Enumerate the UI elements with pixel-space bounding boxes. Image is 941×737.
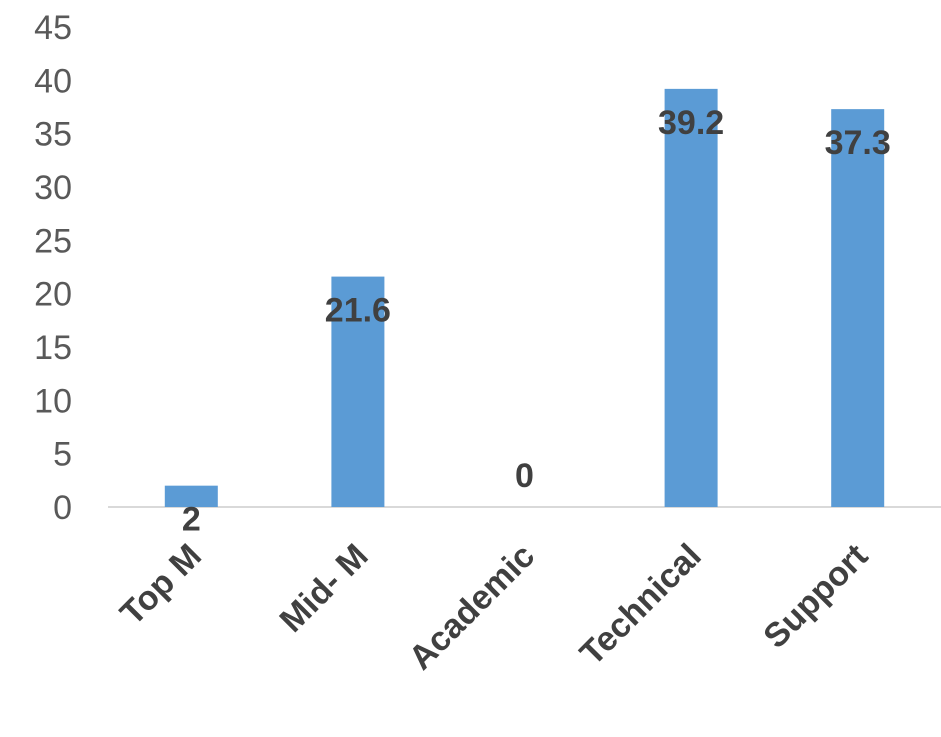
data-label: 2 [182, 501, 201, 539]
bar [664, 88, 718, 507]
x-tick-label: Technical [573, 537, 709, 673]
x-tick-label: Academic [402, 537, 542, 677]
x-axis-ticks: Top M Mid- M Academic Technical Support [113, 537, 875, 677]
y-tick-label: 25 [34, 222, 72, 260]
y-tick-label: 35 [34, 116, 72, 154]
y-tick-label: 45 [34, 9, 72, 47]
y-tick-label: 30 [34, 169, 72, 207]
y-tick-label: 40 [34, 62, 72, 100]
data-label: 21.6 [325, 292, 391, 330]
x-tick-label: Top M [113, 537, 209, 633]
y-tick-label: 5 [53, 436, 72, 474]
y-tick-label: 15 [34, 329, 72, 367]
data-label: 37.3 [825, 124, 891, 162]
x-tick-label: Mid- M [273, 537, 376, 640]
data-labels: 2 21.6 0 39.2 37.3 [182, 104, 891, 539]
bar [164, 485, 218, 507]
y-axis-ticks: 0 5 10 15 20 25 30 35 40 45 [34, 9, 72, 527]
y-tick-label: 20 [34, 276, 72, 314]
bar [331, 276, 385, 507]
data-label: 0 [515, 457, 534, 495]
data-label: 39.2 [658, 104, 724, 142]
y-tick-label: 0 [53, 489, 72, 527]
x-tick-label: Support [756, 537, 875, 656]
bar [831, 109, 885, 507]
y-tick-label: 10 [34, 382, 72, 420]
bars [164, 88, 885, 507]
